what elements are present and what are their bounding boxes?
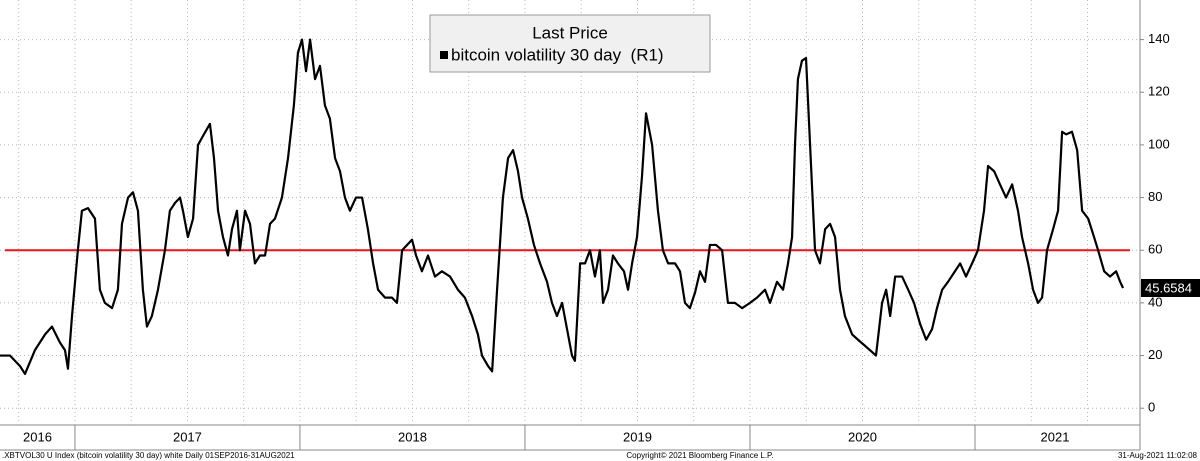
x-tick-label: 2021 [1041, 429, 1070, 444]
line-series [0, 38, 1125, 376]
y-tick-label: 140 [1148, 31, 1170, 46]
legend-title: Last Price [532, 23, 608, 42]
y-tick-label: 100 [1148, 136, 1170, 151]
x-tick-label: 2016 [23, 429, 52, 444]
legend: Last Price bitcoin volatility 30 day (R1… [429, 14, 711, 73]
y-tick-label: 80 [1148, 189, 1162, 204]
y-tick-label: 60 [1148, 242, 1162, 257]
footer-left: .XBTVOL30 U Index (bitcoin volatility 30… [2, 451, 295, 460]
y-tick-label: 0 [1148, 400, 1155, 415]
footer-center: Copyright© 2021 Bloomberg Finance L.P. [626, 451, 773, 460]
grid [0, 0, 1144, 450]
legend-box [429, 14, 711, 73]
last-price-label: 45.6584 [1145, 280, 1192, 295]
last-price-box [1141, 278, 1200, 297]
x-tick-label: 2019 [623, 429, 652, 444]
y-tick-label: 20 [1148, 347, 1162, 362]
y-tick-label: 40 [1148, 294, 1162, 309]
x-tick-label: 2020 [848, 429, 877, 444]
legend-label: bitcoin volatility 30 day (R1) [451, 45, 664, 64]
x-tick-label: 2018 [398, 429, 427, 444]
x-tick-label: 2017 [173, 429, 202, 444]
legend-swatch [440, 51, 448, 59]
plot [0, 38, 1130, 376]
footer-right: 31-Aug-2021 11:02:08 [1118, 451, 1198, 460]
y-tick-label: 120 [1148, 84, 1170, 99]
